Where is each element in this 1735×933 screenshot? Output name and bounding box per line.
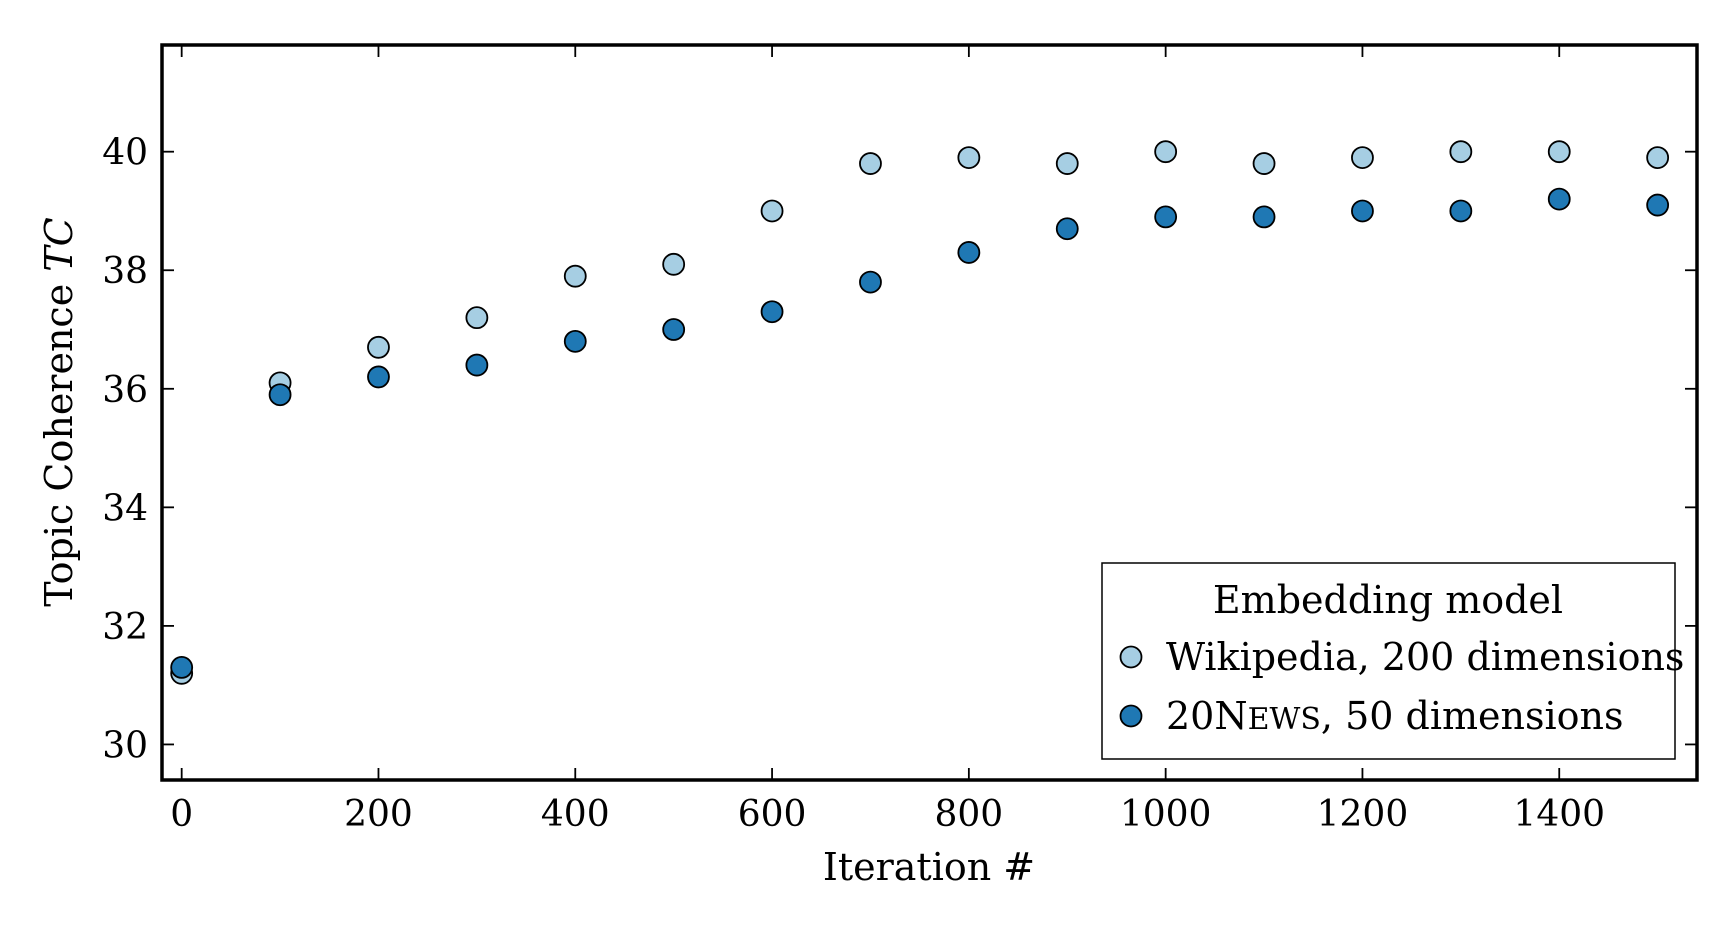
point-wikipedia <box>1154 140 1178 164</box>
point-20news <box>662 318 686 341</box>
x-tick-label: 800 <box>934 794 1003 835</box>
data-points <box>170 140 1670 685</box>
point-20news <box>1351 199 1374 223</box>
legend-label-20news: 20NEWS, 50 dimensions <box>1166 694 1623 738</box>
legend-marker-20news <box>1119 704 1143 728</box>
point-wikipedia <box>1351 146 1374 170</box>
point-20news <box>1449 199 1473 223</box>
point-20news <box>760 300 784 324</box>
x-tick-label: 200 <box>344 794 413 835</box>
point-wikipedia <box>1547 140 1571 164</box>
point-20news <box>859 270 882 294</box>
point-20news <box>957 241 981 264</box>
plot-frame <box>160 43 1699 782</box>
point-wikipedia <box>1646 146 1670 170</box>
x-tick-label: 600 <box>738 794 807 835</box>
legend-label-20news-suffix: , 50 dimensions <box>1321 694 1624 738</box>
point-20news <box>268 383 292 407</box>
tick-labels: 0 200 400 600 800 1000 1200 1400 30 32 34 36 38 40 <box>102 133 1605 835</box>
legend-box <box>1101 562 1676 760</box>
point-wikipedia <box>1449 140 1473 164</box>
x-tick-label: 400 <box>541 794 610 835</box>
point-wikipedia <box>760 199 784 223</box>
point-20news <box>465 353 489 377</box>
legend-label-20news-prefix: 20 <box>1166 694 1214 738</box>
y-tick-label: 40 <box>102 133 148 174</box>
legend-label-20news-cap: N <box>1214 694 1247 738</box>
point-wikipedia <box>859 152 882 175</box>
x-tick-label: 1000 <box>1120 794 1212 835</box>
axis-ticks <box>162 45 1697 780</box>
y-tick-label: 38 <box>102 251 148 292</box>
legend-marker-wikipedia <box>1119 645 1143 669</box>
legend-title: Embedding model <box>1213 578 1563 622</box>
point-20news <box>170 655 194 679</box>
point-wikipedia <box>957 146 981 170</box>
x-tick-label: 0 <box>170 794 193 835</box>
legend-label-20news-smallcaps: EWS <box>1248 702 1321 737</box>
point-wikipedia <box>1055 152 1079 175</box>
x-tick-label: 1200 <box>1317 794 1409 835</box>
y-tick-label: 34 <box>102 488 148 529</box>
legend-label-wikipedia: Wikipedia, 200 dimensions <box>1166 635 1684 679</box>
point-20news <box>367 365 390 389</box>
point-20news <box>1547 187 1571 211</box>
point-20news <box>563 329 587 353</box>
point-20news <box>1252 205 1276 229</box>
point-20news <box>1646 193 1670 217</box>
point-20news <box>1154 205 1178 229</box>
y-axis-label-variable: TC <box>37 217 81 271</box>
y-tick-label: 30 <box>102 725 148 766</box>
point-wikipedia <box>662 252 686 276</box>
x-tick-label: 1400 <box>1513 794 1605 835</box>
y-axis-label-text: Topic Coherence <box>37 272 81 607</box>
y-tick-label: 36 <box>102 370 148 411</box>
point-wikipedia <box>367 335 390 359</box>
point-wikipedia <box>465 306 489 330</box>
y-axis-label: Topic Coherence TC <box>37 217 81 606</box>
legend: Embedding model Wikipedia, 200 dimension… <box>1101 562 1684 760</box>
y-tick-label: 32 <box>102 607 148 648</box>
point-20news <box>1055 217 1079 241</box>
point-wikipedia <box>563 264 587 288</box>
point-wikipedia <box>1252 152 1276 175</box>
x-axis-label: Iteration # <box>823 845 1035 889</box>
